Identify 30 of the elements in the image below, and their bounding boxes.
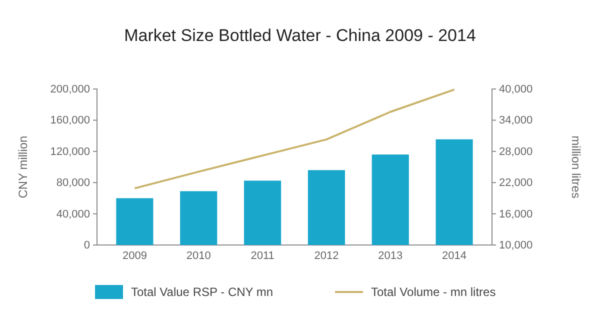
bar xyxy=(372,154,409,245)
bar xyxy=(308,170,345,245)
x-tick-label: 2011 xyxy=(250,250,274,262)
bar xyxy=(436,139,473,245)
x-tick-label: 2010 xyxy=(186,250,211,262)
y2-tick-label: 40,000 xyxy=(499,84,533,96)
y2-tick-label: 34,000 xyxy=(499,114,533,127)
y2-tick-label: 22,000 xyxy=(499,177,533,190)
x-tick-label: 2012 xyxy=(314,250,339,262)
bar xyxy=(180,191,218,245)
x-tick-label: 2013 xyxy=(378,250,403,262)
x-tick-label: 2009 xyxy=(122,250,147,262)
y2-axis-title: million litres xyxy=(569,136,583,198)
line-series xyxy=(134,88,456,190)
bar xyxy=(244,180,282,245)
y-axis-title: CNY million xyxy=(16,136,30,198)
y2-tick-label: 16,000 xyxy=(499,208,533,220)
y-tick-label: 0 xyxy=(84,240,90,252)
y-tick-label: 40,000 xyxy=(56,208,90,220)
y-tick-label: 200,000 xyxy=(50,84,90,96)
y-tick-label: 120,000 xyxy=(50,146,90,158)
x-tick-label: 2014 xyxy=(442,250,467,262)
chart-title: Market Size Bottled Water - China 2009 - 2014 xyxy=(124,26,476,45)
legend-label: Total Volume - mn litres xyxy=(371,285,496,299)
legend-label: Total Value RSP - CNY mn xyxy=(131,285,274,299)
y-tick-label: 160,000 xyxy=(50,114,90,127)
y2-tick-label: 28,000 xyxy=(499,146,533,158)
bar xyxy=(116,198,154,245)
y2-tick-label: 10,000 xyxy=(499,240,533,252)
y-tick-label: 80,000 xyxy=(56,177,90,190)
